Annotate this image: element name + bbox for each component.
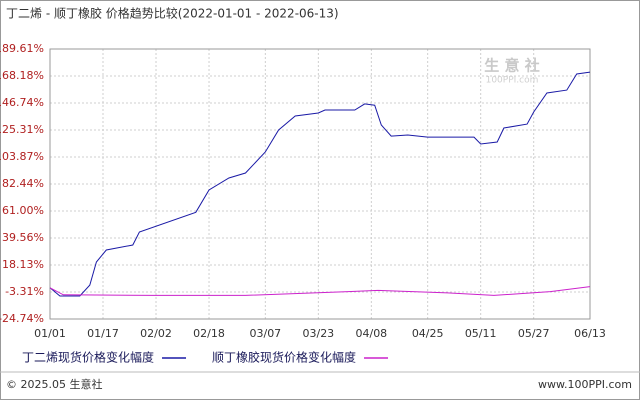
plot-area — [49, 48, 591, 320]
x-tick-label: 03/07 — [249, 327, 281, 340]
x-tick-label: 04/25 — [412, 327, 444, 340]
x-tick-label: 02/02 — [140, 327, 172, 340]
watermark: 生 意 社 — [484, 57, 539, 75]
y-tick-label: 82.44% — [2, 177, 44, 190]
footer-right: www.100PPI.com — [538, 378, 632, 391]
watermark: 100PPI.com — [486, 76, 539, 86]
footer-left: © 2025.05 生意社 — [6, 377, 102, 391]
chart-title: 丁二烯 - 顺丁橡胶 价格趋势比较(2022-01-01 - 2022-06-1… — [6, 6, 339, 21]
x-tick-label: 06/13 — [574, 327, 606, 340]
series-line — [49, 286, 591, 296]
x-tick-label: 05/11 — [465, 327, 497, 340]
y-tick-label: 18.13% — [2, 258, 44, 271]
y-tick-label: 103.87% — [0, 150, 44, 163]
y-tick-label: 61.00% — [2, 204, 44, 217]
x-tick-label: 05/27 — [518, 327, 550, 340]
series-line — [49, 71, 591, 297]
y-tick-label: -24.74% — [0, 312, 44, 325]
legend-label: 丁二烯现货价格变化幅度 — [22, 350, 154, 365]
y-tick-label: 168.18% — [0, 69, 44, 82]
legend-label: 顺丁橡胶现货价格变化幅度 — [212, 350, 356, 365]
x-tick-label: 01/17 — [87, 327, 119, 340]
x-tick-label: 04/08 — [355, 327, 387, 340]
x-tick-label: 02/18 — [193, 327, 225, 340]
x-tick-label: 01/01 — [34, 327, 66, 340]
y-tick-label: 39.56% — [2, 231, 44, 244]
y-tick-label: -3.31% — [5, 285, 44, 298]
y-tick-label: 125.31% — [0, 123, 44, 136]
y-tick-label: 189.61% — [0, 42, 44, 55]
y-tick-label: 146.74% — [0, 96, 44, 109]
x-tick-label: 03/23 — [302, 327, 334, 340]
